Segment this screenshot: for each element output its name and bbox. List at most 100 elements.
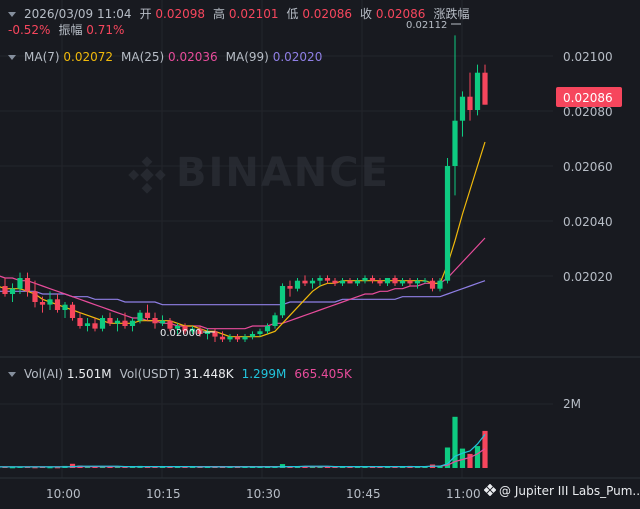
candle-body <box>137 312 143 321</box>
volume-bar <box>32 467 38 469</box>
candle-body <box>392 278 398 284</box>
price-tick: 0.02040 <box>563 215 613 229</box>
candle-body <box>294 280 301 289</box>
candle-body <box>234 336 241 340</box>
volume-bar <box>474 446 481 468</box>
vol-ma1-value: 1.299M <box>241 367 287 381</box>
open-label: 开 <box>139 7 152 21</box>
price-tick: 0.02080 <box>563 105 613 119</box>
vol-value: 1.501M <box>66 367 112 381</box>
candle-body <box>302 280 308 284</box>
volume-bar <box>399 466 406 468</box>
close-label: 收 <box>359 7 372 21</box>
candle-body <box>144 312 151 318</box>
candle-body <box>122 320 128 326</box>
open-value: 0.02098 <box>155 7 206 21</box>
candle-body <box>369 278 376 281</box>
candle-body <box>474 72 481 110</box>
candle-body <box>2 286 8 294</box>
candle-body <box>32 291 38 302</box>
chevron-down-icon[interactable] <box>8 372 16 377</box>
candle-body <box>459 96 466 121</box>
candle-body <box>204 331 211 334</box>
volume-moving-averages <box>0 434 486 468</box>
candle-body <box>272 315 278 326</box>
volume-bar <box>174 466 181 468</box>
volume-bars[interactable] <box>0 416 488 469</box>
ma25-value: 0.02036 <box>168 50 218 64</box>
candle-datetime: 2026/03/09 11:04 <box>24 7 132 21</box>
candle-body <box>332 280 338 284</box>
watermark-text: BINANCE <box>176 150 390 196</box>
chevron-down-icon[interactable] <box>8 12 16 17</box>
candle-body <box>414 280 421 284</box>
volume-bar <box>159 466 166 468</box>
candle-body <box>317 278 323 281</box>
candle-body <box>362 278 368 281</box>
ma99-label: MA(99) <box>225 50 269 64</box>
volume-bar <box>354 466 361 468</box>
ma99-value: 0.02020 <box>272 50 323 64</box>
amplitude-label: 振幅 <box>58 23 83 37</box>
candle-body <box>242 336 248 340</box>
time-tick: 10:00 <box>46 487 81 501</box>
volume-bar <box>384 466 391 468</box>
high-value: 0.02101 <box>228 7 279 21</box>
close-value: 0.02086 <box>375 7 426 21</box>
brand-watermark: BINANCE <box>128 150 390 196</box>
candle-body <box>467 96 473 110</box>
volume-bar <box>69 463 76 468</box>
volume-bar <box>114 466 121 468</box>
vol-label: Vol(AI) <box>24 367 64 381</box>
chevron-down-icon[interactable] <box>8 55 16 60</box>
price-axis[interactable]: 0.02100 0.02080 0.02060 0.02040 0.02020 <box>563 50 613 284</box>
volume-bar <box>309 466 316 468</box>
candle-body <box>324 278 331 281</box>
candle-body <box>99 318 106 329</box>
candle-body <box>197 328 203 334</box>
candle-body <box>47 299 53 305</box>
time-tick: 10:30 <box>246 487 281 501</box>
volume-bar <box>347 466 353 468</box>
candle-body <box>249 334 256 337</box>
candle-body <box>129 320 136 326</box>
candles[interactable] <box>0 35 488 342</box>
candle-body <box>482 72 488 105</box>
vol-usdt-value: 31.448K <box>183 367 234 381</box>
volume-bar <box>129 466 136 468</box>
volume-bar <box>362 466 368 468</box>
volume-bar <box>482 430 488 468</box>
candle-body <box>264 326 271 332</box>
candle-body <box>9 288 16 294</box>
volume-bar <box>324 466 331 468</box>
volume-bar <box>47 467 53 469</box>
volume-bar <box>99 466 106 468</box>
candle-body <box>384 278 391 284</box>
grid <box>0 0 640 479</box>
low-value: 0.02086 <box>302 7 352 21</box>
price-tick: 0.02100 <box>563 50 613 64</box>
volume-axis[interactable]: 2M <box>563 397 581 411</box>
pair-link[interactable]: @ Jupiter III Labs_Pum... <box>483 483 640 498</box>
jupiter-logo-icon <box>483 483 497 497</box>
time-tick: 10:15 <box>146 487 181 501</box>
ma-legend: MA(7) 0.02072 MA(25) 0.02036 MA(99) 0.0202… <box>8 49 322 65</box>
current-price-label: 0.02086 <box>563 91 613 105</box>
price-tick: 0.02060 <box>563 160 613 174</box>
candle-body <box>167 320 173 329</box>
volume-bar <box>302 466 308 468</box>
candle-body <box>69 304 76 318</box>
time-tick: 10:45 <box>346 487 381 501</box>
candle-body <box>174 326 181 329</box>
change-value: -0.52% <box>8 23 51 37</box>
volume-tick: 2M <box>563 397 581 411</box>
candle-body <box>347 280 353 284</box>
candle-body <box>212 331 218 337</box>
ohlc-legend: 2026/03/09 11:04 开 0.02098 高 0.02101 低 0.02… <box>8 6 469 22</box>
time-axis[interactable]: 10:00 10:15 10:30 10:45 11:00 <box>46 487 481 501</box>
volume-bar <box>422 466 428 468</box>
volume-bar <box>167 466 173 468</box>
candle-body <box>309 280 316 284</box>
